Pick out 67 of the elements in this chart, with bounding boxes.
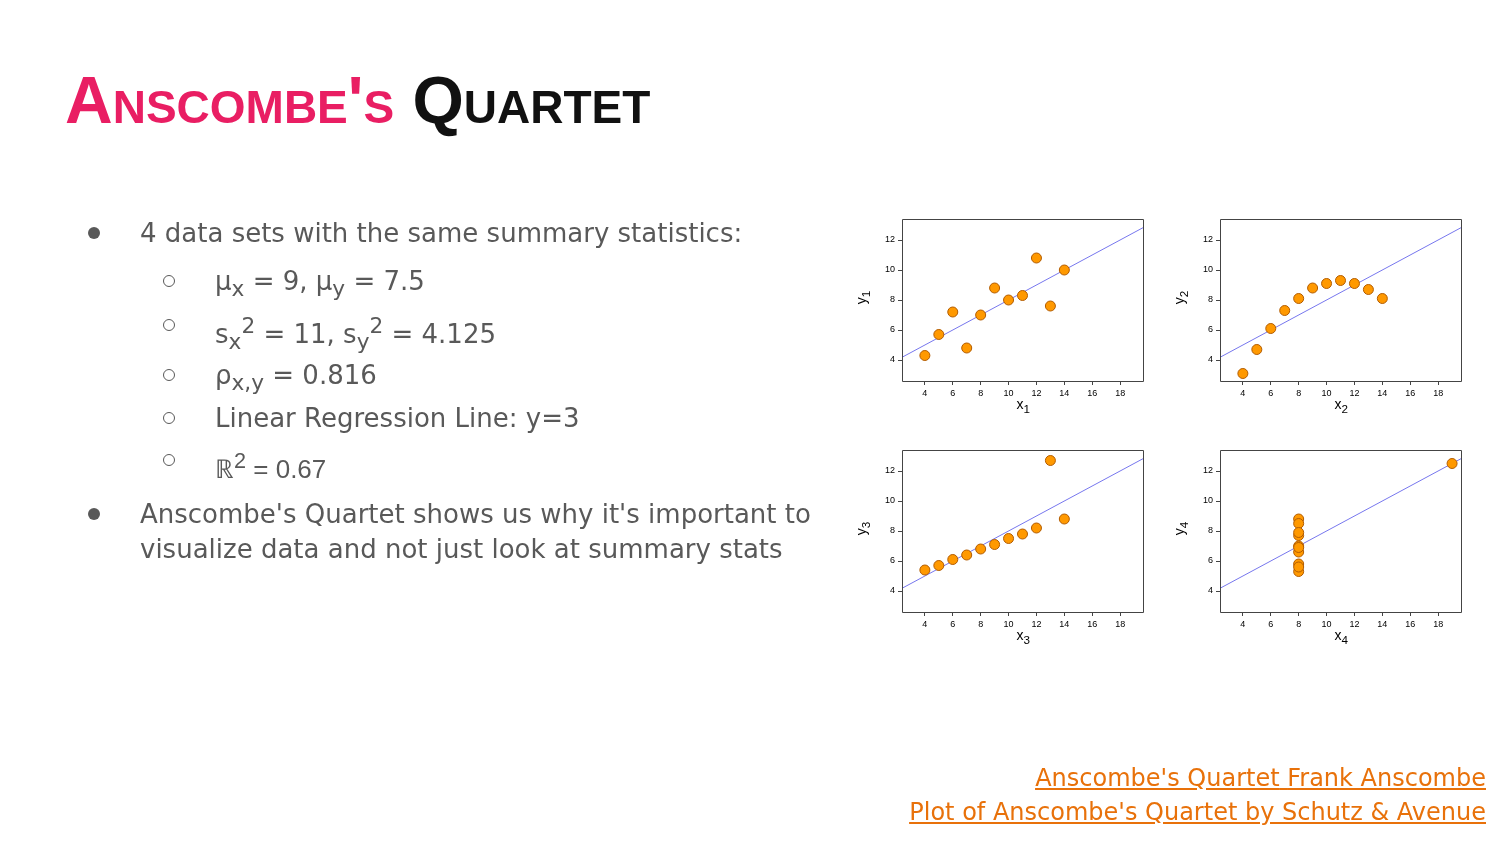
- x-axis-title: x$_{2}$: [1334, 396, 1348, 415]
- x-tick-label: 4: [922, 387, 928, 398]
- x-tick-label: 12: [1031, 618, 1042, 629]
- x-tick-label: 4: [1240, 387, 1246, 398]
- x-tick-label: 14: [1059, 387, 1070, 398]
- y-tick-label: 8: [1207, 294, 1213, 305]
- x-tick-label: 8: [978, 387, 984, 398]
- x-tick-label: 14: [1377, 387, 1388, 398]
- y-tick-label: 8: [889, 294, 895, 305]
- y-tick-label: 10: [884, 264, 895, 275]
- text: Frank Anscombe: [1287, 764, 1486, 792]
- x-tick-label: 10: [1003, 387, 1014, 398]
- x-tick-label: 6: [950, 618, 956, 629]
- x-axis-title: x$_{3}$: [1016, 627, 1030, 646]
- x-axis-title: x$_{4}$: [1334, 627, 1348, 646]
- x-tick-label: 8: [1296, 618, 1302, 629]
- x-tick-label: 16: [1087, 387, 1098, 398]
- x-tick-label: 16: [1405, 387, 1416, 398]
- x-tick-label: 8: [1296, 387, 1302, 398]
- x-tick-label: 18: [1115, 618, 1126, 629]
- text: Linear Regression Line: y=3: [215, 402, 581, 435]
- text: Plot of Anscombe's Quartet by Schutz & Avenue: [909, 798, 1486, 826]
- x-tick-label: 14: [1059, 618, 1070, 629]
- text: Anscombe's Quartet shows us why it's important to visualize data and not just look at summary stats: [140, 498, 812, 566]
- x-tick-label: 10: [1003, 618, 1014, 629]
- x-tick-label: 14: [1377, 618, 1388, 629]
- x-tick-label: 16: [1087, 618, 1098, 629]
- text: 4 data sets with the same summary statistics:: [140, 217, 744, 250]
- y-tick-label: 12: [884, 234, 895, 245]
- x-tick-label: 18: [1433, 387, 1444, 398]
- x-tick-label: 18: [1433, 618, 1444, 629]
- text: s$_{x}$$^{2}$ = 11, s$_{y}$$^{2}$ = 4.125: [215, 312, 497, 356]
- x-tick-label: 4: [1240, 618, 1246, 629]
- text: μ$_{x}$ = 9, μ$_{y}$ = 7.5: [215, 265, 426, 304]
- y-tick-label: 4: [889, 354, 895, 365]
- x-tick-label: 12: [1349, 618, 1360, 629]
- y-tick-label: 10: [1202, 264, 1213, 275]
- x-axis-title: x$_{1}$: [1016, 396, 1030, 415]
- text: Anscombe's Quartet: [1035, 764, 1280, 792]
- y-tick-label: 6: [1207, 324, 1213, 335]
- y-tick-label: 12: [1202, 234, 1213, 245]
- y-tick-label: 4: [889, 585, 895, 596]
- y-tick-label: 12: [1202, 465, 1213, 476]
- y-tick-label: 6: [889, 555, 895, 566]
- x-tick-label: 18: [1115, 387, 1126, 398]
- x-tick-label: 16: [1405, 618, 1416, 629]
- x-tick-label: 6: [950, 387, 956, 398]
- x-tick-label: 10: [1321, 618, 1332, 629]
- y-tick-label: 10: [1202, 495, 1213, 506]
- y-tick-label: 6: [1207, 555, 1213, 566]
- x-tick-label: 12: [1031, 387, 1042, 398]
- y-tick-label: 8: [1207, 525, 1213, 536]
- x-tick-label: 10: [1321, 387, 1332, 398]
- x-tick-label: 4: [922, 618, 928, 629]
- y-tick-label: 8: [889, 525, 895, 536]
- text: ρ$_{x,y}$ = 0.816: [215, 359, 378, 398]
- x-tick-label: 8: [978, 618, 984, 629]
- x-tick-label: 12: [1349, 387, 1360, 398]
- y-tick-label: 12: [884, 465, 895, 476]
- y-tick-label: 6: [889, 324, 895, 335]
- text: ℝ$^{2}$ = 0.67: [215, 447, 328, 486]
- y-tick-label: 4: [1207, 354, 1213, 365]
- x-tick-label: 6: [1268, 387, 1274, 398]
- y-tick-label: 4: [1207, 585, 1213, 596]
- y-tick-label: 10: [884, 495, 895, 506]
- text: Anscombe's Quartet: [65, 63, 651, 137]
- x-tick-label: 6: [1268, 618, 1274, 629]
